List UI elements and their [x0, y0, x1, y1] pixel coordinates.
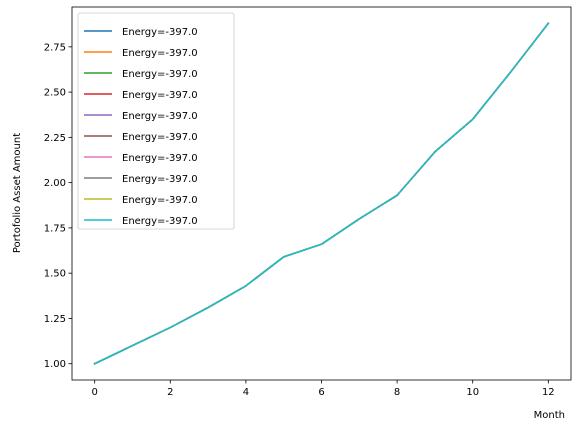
legend-label-3: Energy=-397.0 [122, 69, 198, 80]
x-axis-ticks: 0 2 4 6 8 10 12 [91, 380, 555, 398]
legend-label-7: Energy=-397.0 [122, 153, 198, 164]
y-tick-label: 2.75 [44, 42, 66, 53]
y-axis-label: Portofolio Asset Amount [12, 133, 23, 253]
legend-label-9: Energy=-397.0 [122, 195, 198, 206]
x-axis-label: Month [534, 410, 565, 421]
y-tick-label: 1.75 [44, 223, 66, 234]
legend-label-6: Energy=-397.0 [122, 132, 198, 143]
y-tick-label: 2.25 [44, 133, 66, 144]
x-tick-label: 0 [91, 387, 97, 398]
y-axis-ticks: 1.00 1.25 1.50 1.75 2.00 2.25 2.50 2.75 [44, 42, 72, 370]
x-tick-label: 8 [394, 387, 400, 398]
y-tick-label: 1.25 [44, 314, 66, 325]
legend-label-2: Energy=-397.0 [122, 48, 198, 59]
legend-label-5: Energy=-397.0 [122, 111, 198, 122]
y-tick-label: 2.50 [44, 88, 66, 99]
legend-label-1: Energy=-397.0 [122, 27, 198, 38]
x-tick-label: 6 [318, 387, 324, 398]
series-line-10 [93, 22, 550, 365]
plot-frame [71, 6, 572, 381]
legend-label-10: Energy=-397.0 [122, 216, 198, 227]
x-tick-label: 2 [167, 387, 173, 398]
x-tick-label: 10 [466, 387, 479, 398]
x-tick-label: 12 [542, 387, 555, 398]
y-tick-label: 1.00 [44, 359, 66, 370]
legend-label-4: Energy=-397.0 [122, 90, 198, 101]
legend: Energy=-397.0 Energy=-397.0 Energy=-397.0 E… [77, 12, 235, 230]
legend-box [77, 12, 235, 230]
y-tick-label: 1.50 [44, 269, 66, 280]
y-tick-label: 2.00 [44, 178, 66, 189]
x-tick-label: 4 [243, 387, 249, 398]
series-lines [93, 22, 550, 365]
legend-label-8: Energy=-397.0 [122, 174, 198, 185]
